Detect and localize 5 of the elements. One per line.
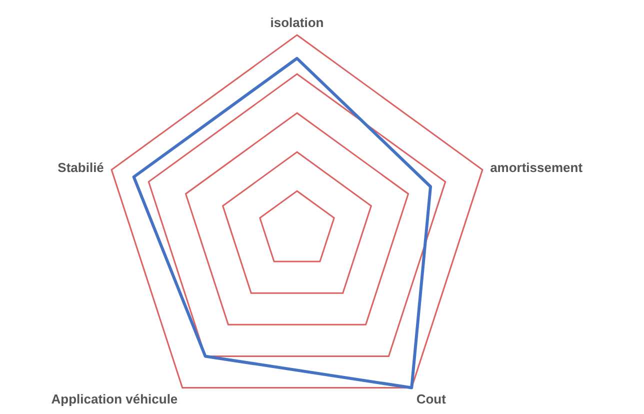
spoke-label: Stabilié bbox=[58, 160, 104, 175]
spoke-label: isolation bbox=[270, 15, 324, 30]
spoke-label: Cout bbox=[416, 391, 447, 406]
spoke-label: Application véhicule bbox=[51, 391, 178, 406]
spoke-label: amortissement bbox=[490, 160, 584, 175]
